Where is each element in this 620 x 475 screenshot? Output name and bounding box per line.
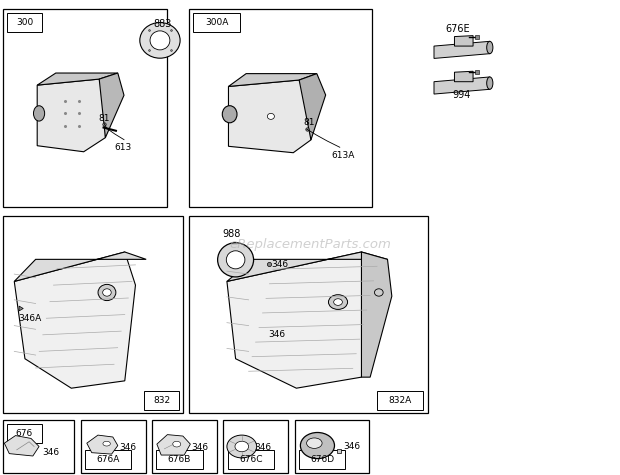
Ellipse shape <box>103 289 111 296</box>
Polygon shape <box>14 252 146 281</box>
Text: 346: 346 <box>254 443 272 452</box>
Ellipse shape <box>223 106 237 123</box>
Ellipse shape <box>103 441 110 446</box>
Bar <box>3 216 183 413</box>
Bar <box>377 391 423 410</box>
Ellipse shape <box>300 432 335 459</box>
Text: eReplacementParts.com: eReplacementParts.com <box>229 238 391 251</box>
Text: 81: 81 <box>304 118 316 127</box>
Bar <box>152 420 217 473</box>
Bar <box>156 450 203 469</box>
Ellipse shape <box>334 299 342 305</box>
Text: 832A: 832A <box>389 396 412 405</box>
Ellipse shape <box>150 31 170 50</box>
Bar <box>144 391 179 410</box>
Text: 994: 994 <box>453 90 471 100</box>
Text: 613: 613 <box>115 142 132 152</box>
Text: 346: 346 <box>42 448 60 456</box>
Bar <box>189 216 428 413</box>
Polygon shape <box>157 435 190 455</box>
Ellipse shape <box>33 106 45 121</box>
Text: 346: 346 <box>268 331 285 339</box>
Text: 346: 346 <box>191 443 208 452</box>
Polygon shape <box>454 71 473 82</box>
Polygon shape <box>227 252 388 281</box>
Ellipse shape <box>307 438 322 448</box>
Bar <box>7 424 42 443</box>
Ellipse shape <box>172 441 181 447</box>
Polygon shape <box>4 436 39 456</box>
Polygon shape <box>434 77 490 94</box>
Text: 832: 832 <box>153 396 170 405</box>
Polygon shape <box>434 41 490 58</box>
Bar <box>223 420 288 473</box>
Polygon shape <box>299 74 326 140</box>
Bar <box>7 13 42 32</box>
Bar <box>299 450 345 469</box>
Bar <box>294 420 369 473</box>
Ellipse shape <box>487 41 493 54</box>
Polygon shape <box>227 252 370 388</box>
Ellipse shape <box>140 22 180 58</box>
Bar <box>81 420 146 473</box>
Text: 346A: 346A <box>19 314 42 323</box>
Bar <box>228 450 274 469</box>
Text: 676B: 676B <box>168 456 191 464</box>
Text: 676C: 676C <box>239 456 262 464</box>
Polygon shape <box>14 252 136 388</box>
Ellipse shape <box>227 435 257 458</box>
Polygon shape <box>37 73 118 85</box>
Text: 676E: 676E <box>445 23 470 34</box>
Ellipse shape <box>487 77 493 89</box>
Text: 81: 81 <box>98 114 110 123</box>
Ellipse shape <box>329 294 348 309</box>
Ellipse shape <box>235 441 249 452</box>
Text: 676A: 676A <box>97 456 120 464</box>
Bar <box>3 10 167 207</box>
Bar <box>189 10 372 207</box>
Ellipse shape <box>218 243 254 277</box>
Polygon shape <box>454 36 473 46</box>
Text: 613A: 613A <box>332 151 355 160</box>
Ellipse shape <box>98 285 116 301</box>
Text: 346: 346 <box>272 260 289 269</box>
Polygon shape <box>37 79 105 152</box>
Text: 300: 300 <box>16 18 33 27</box>
Text: 346: 346 <box>343 442 360 451</box>
Polygon shape <box>99 73 124 138</box>
Text: 300A: 300A <box>205 18 228 27</box>
Ellipse shape <box>226 251 245 269</box>
Polygon shape <box>361 252 392 377</box>
Polygon shape <box>87 435 118 454</box>
Bar <box>3 420 74 473</box>
Text: 676D: 676D <box>310 456 334 464</box>
Polygon shape <box>228 74 317 86</box>
Text: 676: 676 <box>16 429 33 437</box>
Bar <box>85 450 131 469</box>
Text: 988: 988 <box>222 229 241 239</box>
Text: 346: 346 <box>119 443 136 452</box>
Ellipse shape <box>374 289 383 296</box>
Bar <box>193 13 240 32</box>
Text: 883: 883 <box>154 19 172 29</box>
Polygon shape <box>228 80 311 153</box>
Ellipse shape <box>267 114 275 119</box>
